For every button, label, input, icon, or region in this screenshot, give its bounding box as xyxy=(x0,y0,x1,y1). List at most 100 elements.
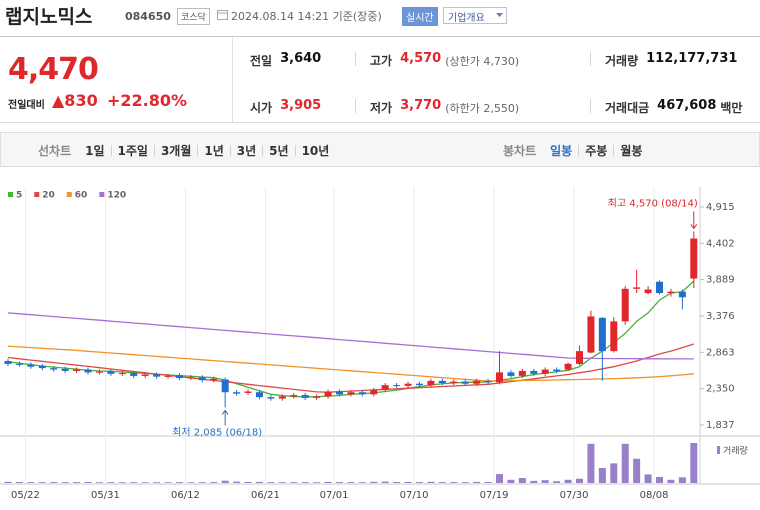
candle-body xyxy=(255,392,263,398)
x-tick-label: 05/22 xyxy=(11,490,40,501)
x-tick-label: 06/12 xyxy=(171,490,200,501)
volume-legend-swatch xyxy=(717,446,720,454)
volume-bar xyxy=(633,458,641,483)
volume-bar xyxy=(450,482,458,483)
market-badge: 코스닥 xyxy=(177,8,210,25)
period-tab[interactable]: 3년 xyxy=(236,144,257,158)
candle-body xyxy=(15,363,23,365)
candle-body xyxy=(50,368,58,370)
volume-bar xyxy=(507,479,515,483)
stat-label: 전일 xyxy=(250,54,273,68)
candle-body xyxy=(667,291,675,294)
stat-value: 3,640 xyxy=(280,51,322,66)
x-tick-label: 05/31 xyxy=(91,490,120,501)
y-tick-label: 3,376 xyxy=(706,311,735,322)
candle-body xyxy=(473,380,481,384)
period-tab[interactable]: 1일 xyxy=(85,144,105,158)
dropdown-caret xyxy=(496,13,503,17)
candle-body xyxy=(518,370,526,376)
legend-swatch xyxy=(99,192,105,197)
company-info-button[interactable]: 기업개요 xyxy=(443,7,507,24)
company-info-label: 기업개요 xyxy=(448,13,485,24)
candle-body xyxy=(187,377,195,379)
volume-bar xyxy=(518,478,526,483)
candle-body xyxy=(461,381,469,384)
period-tab[interactable]: 1년 xyxy=(204,144,224,158)
legend-label: 60 xyxy=(75,191,88,201)
volume-bar xyxy=(335,482,343,483)
candle-body xyxy=(84,369,92,373)
y-tick-label: 1,837 xyxy=(706,420,735,431)
period-tab[interactable]: 10년 xyxy=(301,144,330,158)
volume-bar xyxy=(313,482,321,483)
tab-separator xyxy=(110,145,112,156)
volume-legend-label: 거래량 xyxy=(723,445,748,457)
summary-divider xyxy=(232,37,233,122)
candle-body xyxy=(61,368,69,371)
candle-body xyxy=(598,317,606,352)
candle-body xyxy=(358,392,366,395)
candle-period-tab[interactable]: 월봉 xyxy=(620,144,643,158)
volume-bar xyxy=(4,481,12,483)
x-tick-label: 07/10 xyxy=(400,490,429,501)
volume-bar xyxy=(141,482,149,483)
price-chart: 05/22 05/31 06/12 06/21 07/01 07/10 07/19 07/30… xyxy=(0,187,760,501)
period-tab[interactable]: 1주일 xyxy=(117,144,148,158)
period-tab[interactable]: 3개월 xyxy=(160,144,192,158)
candle-body xyxy=(233,392,241,394)
volume-bar xyxy=(461,482,469,483)
volume-bar xyxy=(153,482,161,483)
volume-bar xyxy=(290,482,298,483)
stat-separator xyxy=(590,52,591,66)
volume-bar xyxy=(678,477,686,483)
candle-body xyxy=(690,238,698,279)
stat-separator xyxy=(355,99,356,113)
stat-value: 3,905 xyxy=(280,98,322,113)
volume-bar xyxy=(61,482,69,483)
candle-body xyxy=(164,375,172,377)
moving-average-line xyxy=(7,345,694,382)
legend-label: 20 xyxy=(42,191,55,201)
candle-body xyxy=(587,316,595,353)
volume-bar xyxy=(667,479,675,483)
change-amount: ▲830 xyxy=(52,91,98,110)
candle-body xyxy=(4,361,12,364)
candle-body xyxy=(107,370,115,374)
candle-body xyxy=(38,366,46,369)
candle-body xyxy=(313,396,321,398)
candle-body xyxy=(450,381,458,384)
candle-body xyxy=(633,287,641,289)
stat-unit: 백만 xyxy=(720,101,743,115)
stat-label: 저가 xyxy=(370,101,393,115)
volume-bar xyxy=(301,482,309,483)
high-annotation: 최고 4,570 (08/14) xyxy=(608,197,698,209)
candle-body xyxy=(393,385,401,387)
volume-bar xyxy=(221,480,229,483)
candle-period-tab[interactable]: 일봉 xyxy=(550,144,573,158)
candle-chart-label: 봉차트 xyxy=(503,144,537,158)
candle-body xyxy=(198,377,206,381)
candle-body xyxy=(553,369,561,371)
y-tick-label: 4,402 xyxy=(706,238,735,249)
candle-body xyxy=(530,370,538,374)
candle-body xyxy=(564,363,572,370)
stat-value: 3,770 xyxy=(400,98,442,113)
stock-name: 랩지노믹스 xyxy=(5,6,93,28)
candle-body xyxy=(118,373,126,375)
candle-body xyxy=(610,321,618,352)
period-tab[interactable]: 5년 xyxy=(269,144,289,158)
volume-bar xyxy=(564,479,572,483)
volume-bar xyxy=(187,482,195,483)
realtime-button[interactable]: 실시간 xyxy=(402,7,438,26)
candle-body xyxy=(415,383,423,386)
legend-swatch xyxy=(66,192,72,197)
volume-bar xyxy=(404,481,412,483)
stat-value: 112,177,731 xyxy=(646,51,738,66)
stat-separator xyxy=(590,99,591,113)
stat-label: 거래량 xyxy=(605,54,639,68)
candle-period-tab[interactable]: 주봉 xyxy=(585,144,608,158)
stat-label: 고가 xyxy=(370,54,393,68)
volume-bar xyxy=(118,482,126,483)
volume-bar xyxy=(484,482,492,483)
